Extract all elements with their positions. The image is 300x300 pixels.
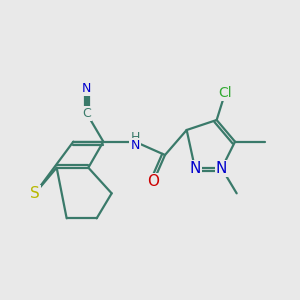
Text: N: N	[216, 161, 227, 176]
Text: H: H	[130, 131, 140, 144]
Text: N: N	[130, 139, 140, 152]
Text: S: S	[30, 186, 40, 201]
Text: N: N	[82, 82, 92, 95]
Text: Cl: Cl	[218, 86, 232, 100]
Text: O: O	[147, 174, 159, 189]
Text: C: C	[82, 107, 91, 120]
Text: N: N	[189, 161, 201, 176]
